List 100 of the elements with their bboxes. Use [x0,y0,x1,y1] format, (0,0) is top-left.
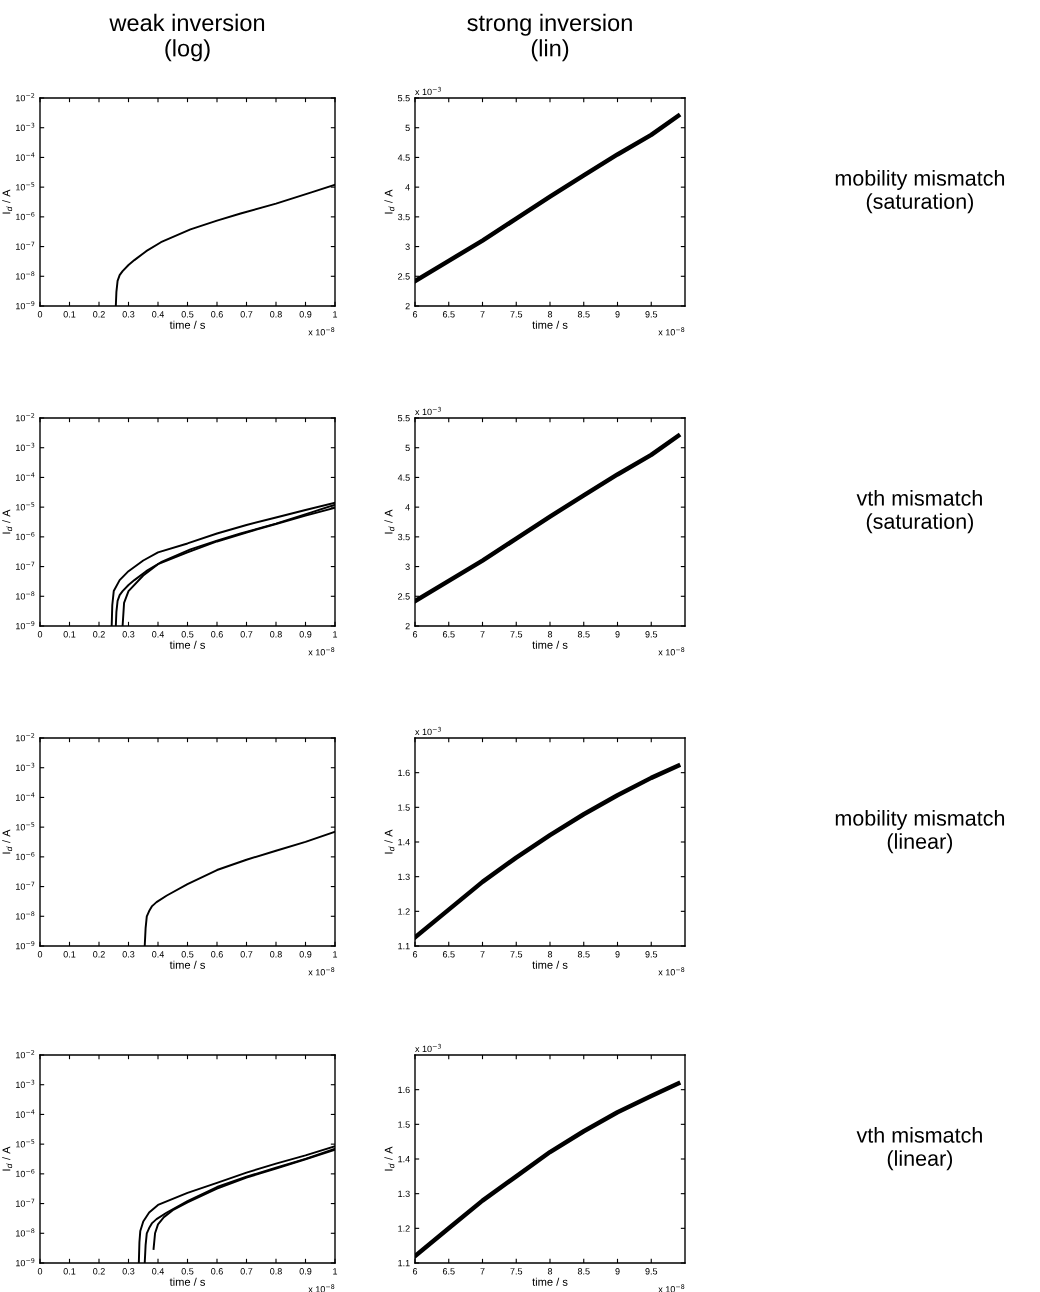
y-tick-label: 1.4 [398,839,410,846]
text: mobility mismatch (linear) [835,809,1005,854]
x-tick-label: 0.9 [299,631,312,638]
x-axis-title: time / s [169,1277,205,1286]
y-tick-label: 10$^{−6}$ [16,1168,35,1178]
y-tick-label: 10$^{−6}$ [16,851,35,861]
x-tick-label: 0.9 [299,311,312,318]
x-tick-label: 0.7 [240,631,253,638]
chart-title: strong inversion (lin) [467,13,632,62]
y-tick-label: 10$^{−3}$ [16,1079,35,1089]
x-tick-label: 8.5 [577,1268,590,1275]
x-tick-label: 8 [547,311,553,318]
y-tick-label: 2 [405,302,410,310]
x-tick-label: 8.5 [577,311,590,318]
x-tick-label: 9.5 [645,1268,658,1275]
x-tick-label: 0.2 [93,951,105,958]
x-tick-label: 0.6 [211,631,223,638]
y-tick-label: 10$^{−8}$ [16,271,35,280]
x-tick-label: 0 [37,951,43,958]
text: x 10$^{−3}$ [415,86,441,96]
text: x 10$^{−8}$ [658,967,685,976]
y-tick-label: 3 [405,563,410,570]
y-tick-label: 1.2 [398,908,410,915]
x-tick-label: 6 [412,1268,418,1275]
x-tick-label: 0.4 [152,311,165,318]
x-tick-label: 6 [412,951,418,958]
text: vth mismatch (linear) [856,1126,982,1171]
x-tick-label: 7 [480,311,485,318]
y-tick-label: 10$^{−9}$ [16,941,35,950]
x-tick-label: 8 [547,631,553,638]
y-axis-title: I$_{d}$ / A [384,829,395,854]
x-tick-label: 6 [412,631,418,638]
x-tick-label: 7 [480,631,485,638]
y-tick-label: 2.5 [398,273,410,280]
y-tick-label: 1.6 [398,1086,410,1094]
y-tick-label: 10$^{−7}$ [16,1198,35,1207]
y-axis-title: I$_{d}$ / A [2,1146,13,1171]
y-tick-label: 10$^{−2}$ [16,93,35,102]
x-tick-label: 0.8 [270,631,282,638]
y-tick-label: 10$^{−3}$ [16,442,35,452]
y-tick-label: 10$^{−3}$ [16,122,35,132]
x-axis-title: time / s [532,640,568,649]
x-tick-label: 9 [615,1268,620,1275]
y-tick-label: 1.5 [398,804,410,811]
y-tick-label: 10$^{−9}$ [16,1258,35,1267]
x-axis-title: time / s [532,320,568,329]
x-tick-label: 0.9 [299,951,312,958]
y-tick-label: 10$^{−2}$ [16,1050,35,1059]
y-tick-label: 1.1 [398,943,410,950]
x-tick-label: 7.5 [510,951,523,958]
y-tick-label: 10$^{−4}$ [16,472,35,481]
x-tick-label: 0.1 [63,311,76,318]
x-tick-label: 0 [37,631,43,638]
x-tick-label: 0.4 [152,951,165,958]
x-tick-label: 0.7 [240,311,253,318]
x-tick-label: 0.1 [63,631,76,638]
x-tick-label: 0.4 [152,1268,165,1275]
x-tick-label: 0.3 [122,631,135,638]
y-tick-label: 4 [405,504,410,511]
x-tick-label: 0.9 [299,1268,312,1275]
y-tick-label: 10$^{−5}$ [16,822,35,831]
y-tick-label: 1.6 [398,769,410,777]
x-tick-label: 9 [615,311,620,318]
x-tick-label: 6.5 [442,631,455,638]
y-tick-label: 1.3 [398,873,410,881]
y-tick-label: 10$^{−5}$ [16,182,35,191]
x-tick-label: 7 [480,1268,485,1275]
y-tick-label: 4.5 [397,474,410,481]
y-axis-title: I$_{d}$ / A [2,829,13,854]
y-tick-label: 10$^{−4}$ [16,1109,35,1118]
x-tick-label: 0.8 [270,311,282,318]
y-tick-label: 1.2 [398,1225,410,1232]
y-tick-label: 10$^{−3}$ [16,762,35,772]
y-tick-label: 5 [405,124,410,132]
x-tick-label: 7.5 [510,1268,523,1275]
y-tick-label: 10$^{−5}$ [16,1139,35,1148]
text: x 10$^{−3}$ [415,1043,441,1053]
x-tick-label: 0.1 [63,951,76,958]
y-tick-label: 5.5 [397,95,410,102]
x-tick-label: 0.5 [181,951,194,958]
x-tick-label: 0.5 [181,631,194,638]
y-tick-label: 10$^{−9}$ [16,621,35,630]
x-tick-label: 0.7 [240,951,253,958]
x-tick-label: 8.5 [577,631,590,638]
x-tick-label: 7.5 [510,631,523,638]
x-tick-label: 0.5 [181,1268,194,1275]
x-axis-title: time / s [532,1277,568,1286]
text: x 10$^{−8}$ [308,647,335,656]
x-tick-label: 9.5 [645,311,658,318]
x-tick-label: 0.2 [93,631,105,638]
x-tick-label: 0.2 [93,1268,105,1275]
y-tick-label: 10$^{−6}$ [16,531,35,541]
text: x 10$^{−8}$ [658,1284,685,1292]
x-tick-label: 7.5 [510,311,523,318]
x-tick-label: 0.6 [211,1268,223,1275]
y-tick-label: 4 [405,184,410,191]
y-tick-label: 2.5 [398,593,410,600]
text: mobility mismatch (saturation) [835,169,1005,214]
text: x 10$^{−8}$ [658,647,685,656]
x-axis-title: time / s [169,640,205,649]
